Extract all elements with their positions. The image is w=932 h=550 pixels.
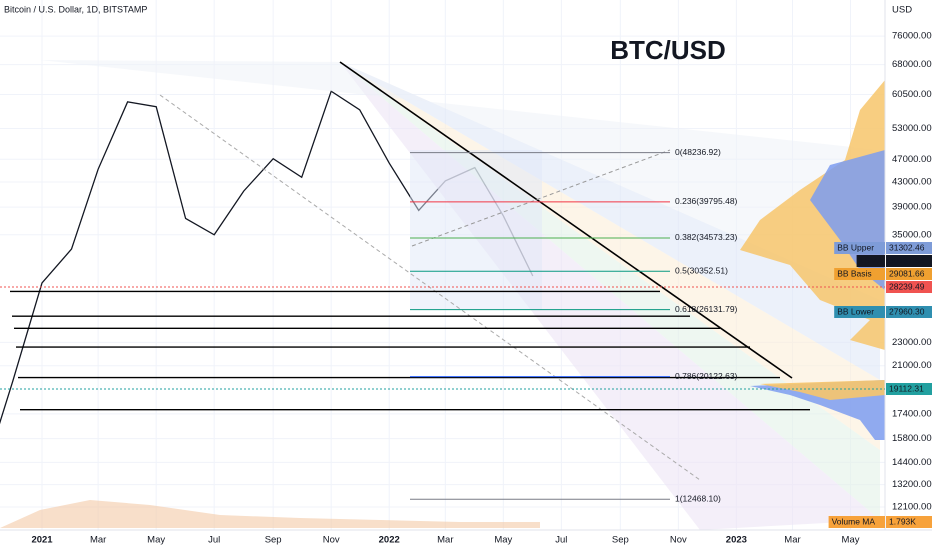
fib-label: 0(48236.92) — [675, 147, 721, 157]
price-label: 27960.30 — [889, 306, 925, 316]
y-tick-label: 60500.00 — [892, 89, 932, 100]
price-label-bg — [886, 306, 932, 318]
price-label-name-bg — [834, 242, 885, 254]
trend-line — [339, 61, 793, 379]
price-label-bg — [886, 255, 932, 267]
price-label: 1.793K — [889, 516, 916, 526]
y-tick-label: 15800.00 — [892, 433, 932, 444]
price-label-name: BB Upper — [837, 242, 874, 252]
x-tick-label: Mar — [784, 535, 800, 546]
price-label-bg — [886, 383, 932, 395]
x-tick-label: Jul — [555, 535, 567, 546]
price-label-bg — [886, 242, 932, 254]
y-tick-label: 35000.00 — [892, 229, 932, 240]
x-tick-label: May — [494, 535, 512, 546]
y-tick-label: 39000.00 — [892, 202, 932, 213]
y-tick-label: 53000.00 — [892, 123, 932, 134]
fib-label: 1(12468.10) — [675, 494, 721, 504]
fib-label: 0.618(26131.79) — [675, 304, 738, 314]
fan-band — [40, 60, 880, 300]
volume-area — [0, 500, 540, 528]
x-tick-label: Jul — [208, 535, 220, 546]
y-tick-label: 14400.00 — [892, 457, 932, 468]
chart-title: Bitcoin / U.S. Dollar, 1D, BITSTAMP — [4, 4, 147, 14]
price-label-bg — [886, 268, 932, 280]
fib-label: 0.5(30352.51) — [675, 266, 728, 276]
fib-box — [410, 150, 542, 310]
y-tick-label: 76000.00 — [892, 31, 932, 42]
x-tick-label: May — [147, 535, 165, 546]
x-tick-label: Nov — [670, 535, 687, 546]
y-tick-label: 43000.00 — [892, 177, 932, 188]
price-label-name: BB Basis — [837, 268, 872, 278]
x-tick-label: 2023 — [726, 535, 747, 546]
y-tick-label: 47000.00 — [892, 154, 932, 165]
fib-label: 0.382(34573.23) — [675, 232, 738, 242]
price-label: 19112.31 — [889, 383, 924, 393]
price-label: 31302.46 — [889, 242, 925, 252]
price-label-name-bg — [834, 306, 885, 318]
price-label: 29081.66 — [889, 268, 925, 278]
x-tick-label: Sep — [265, 535, 282, 546]
chart-annotation: BTC/USD — [610, 35, 726, 65]
x-tick-label: Mar — [437, 535, 453, 546]
price-label-bg — [886, 516, 932, 528]
price-label-name: LSMA — [860, 255, 883, 265]
y-tick-label: 68000.00 — [892, 59, 932, 70]
price-label-name-bg — [828, 516, 885, 528]
trend-line — [411, 149, 671, 247]
fib-label: 0.786(20122.63) — [675, 371, 738, 381]
price-label: 30137.54 — [889, 255, 925, 265]
price-label-name-bg — [856, 255, 885, 267]
price-label-name: BB Lower — [837, 306, 874, 316]
y-tick-label: 13200.00 — [892, 479, 932, 490]
volume-profile — [760, 380, 885, 400]
x-tick-label: Nov — [323, 535, 340, 546]
x-tick-label: May — [842, 535, 860, 546]
fib-label: 0.236(39795.48) — [675, 196, 738, 206]
price-label-name-bg — [834, 268, 885, 280]
x-tick-label: 2021 — [31, 535, 53, 546]
price-label: 28239.49 — [889, 281, 925, 291]
volume-profile — [740, 80, 885, 350]
price-label-bg — [886, 281, 932, 293]
y-tick-label: 17400.00 — [892, 408, 932, 419]
x-tick-label: 2022 — [379, 535, 400, 546]
price-label-name: Volume MA — [832, 516, 876, 526]
x-tick-label: Mar — [90, 535, 106, 546]
x-tick-label: Sep — [612, 535, 629, 546]
y-tick-label: 23000.00 — [892, 337, 932, 348]
y-tick-label: 12100.00 — [892, 501, 932, 512]
y-tick-label: 21000.00 — [892, 360, 932, 371]
axis-unit: USD — [892, 5, 912, 16]
